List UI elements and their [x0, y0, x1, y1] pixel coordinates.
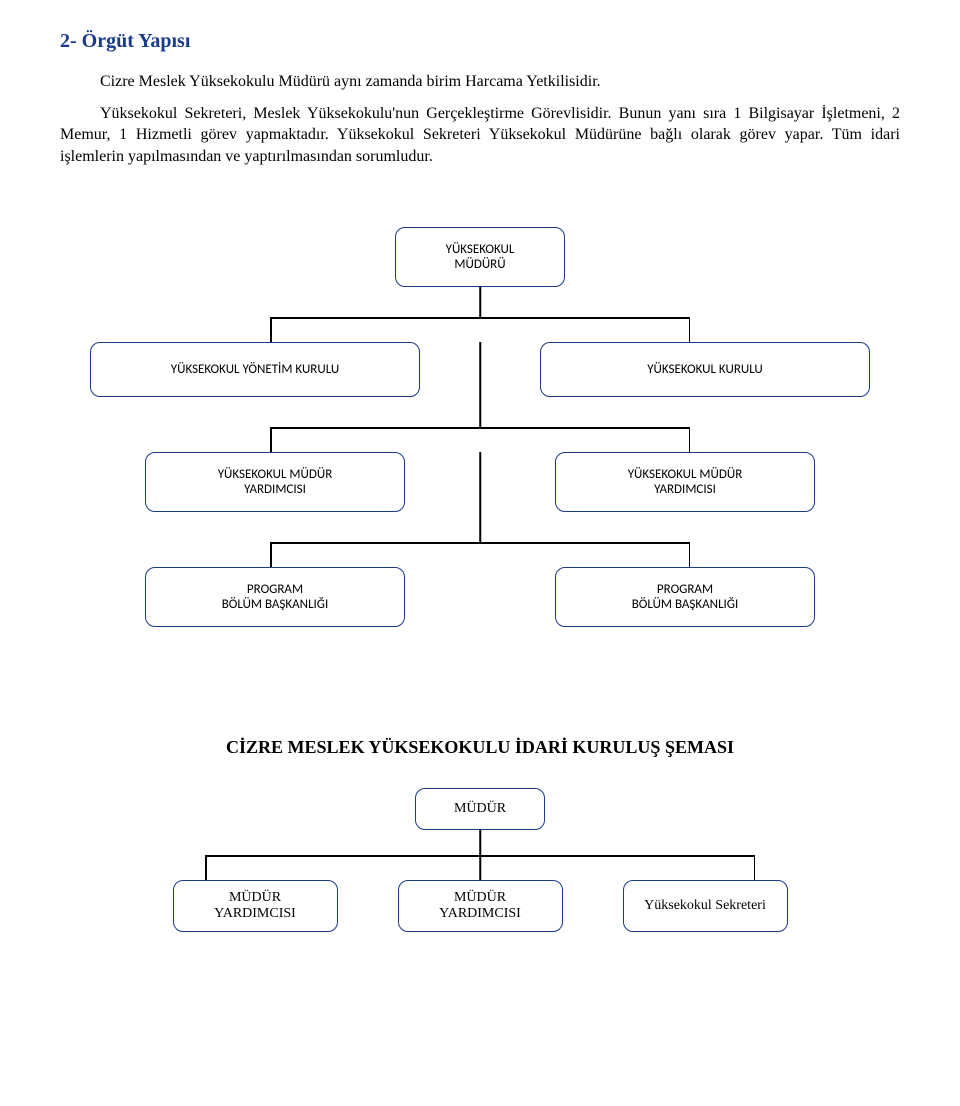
node-program-right: PROGRAM BÖLÜM BAŞKANLIĞI [555, 567, 815, 627]
node-label: YÜKSEKOKUL YÖNETİM KURULU [171, 362, 339, 378]
org-chart-2: MÜDÜR MÜDÜR YARDIMCISI MÜDÜR YARDIMCISI … [60, 788, 900, 932]
node-yonetim-kurulu: YÜKSEKOKUL YÖNETİM KURULU [90, 342, 420, 397]
connector-2 [60, 397, 900, 452]
paragraph-1: Cizre Meslek Yüksekokulu Müdürü aynı zam… [60, 71, 900, 93]
node-label: YÜKSEKOKUL MÜDÜR YARDIMCISI [628, 467, 743, 498]
node-label: YÜKSEKOKUL KURULU [647, 362, 763, 378]
connector-3 [60, 512, 900, 567]
node-program-left: PROGRAM BÖLÜM BAŞKANLIĞI [145, 567, 405, 627]
sub-heading: CİZRE MESLEK YÜKSEKOKULU İDARİ KURULUŞ Ş… [60, 737, 900, 758]
node-mudur-yard-left: YÜKSEKOKUL MÜDÜR YARDIMCISI [145, 452, 405, 512]
node-mudur-yard-a: MÜDÜR YARDIMCISI [173, 880, 338, 932]
node-mudur: MÜDÜR [415, 788, 545, 830]
node-yuksekokul-muduru: YÜKSEKOKUL MÜDÜRÜ [395, 227, 565, 287]
node-label: Yüksekokul Sekreteri [644, 898, 766, 915]
node-yuksekokul-kurulu: YÜKSEKOKUL KURULU [540, 342, 870, 397]
node-label: PROGRAM BÖLÜM BAŞKANLIĞI [222, 582, 329, 613]
node-label: YÜKSEKOKUL MÜDÜRÜ [446, 242, 515, 273]
connector-1 [60, 287, 900, 342]
node-mudur-yard-right: YÜKSEKOKUL MÜDÜR YARDIMCISI [555, 452, 815, 512]
node-label: MÜDÜR YARDIMCISI [439, 890, 521, 924]
node-label: YÜKSEKOKUL MÜDÜR YARDIMCISI [218, 467, 333, 498]
node-label: MÜDÜR [454, 801, 506, 818]
section-heading: 2- Örgüt Yapısı [60, 30, 900, 53]
connector-4 [60, 830, 900, 880]
node-sekreter: Yüksekokul Sekreteri [623, 880, 788, 932]
org-chart-1: YÜKSEKOKUL MÜDÜRÜ YÜKSEKOKUL YÖNETİM KUR… [60, 227, 900, 627]
node-label: PROGRAM BÖLÜM BAŞKANLIĞI [632, 582, 739, 613]
paragraph-2: Yüksekokul Sekreteri, Meslek Yüksekokulu… [60, 103, 900, 168]
node-mudur-yard-b: MÜDÜR YARDIMCISI [398, 880, 563, 932]
node-label: MÜDÜR YARDIMCISI [214, 890, 296, 924]
